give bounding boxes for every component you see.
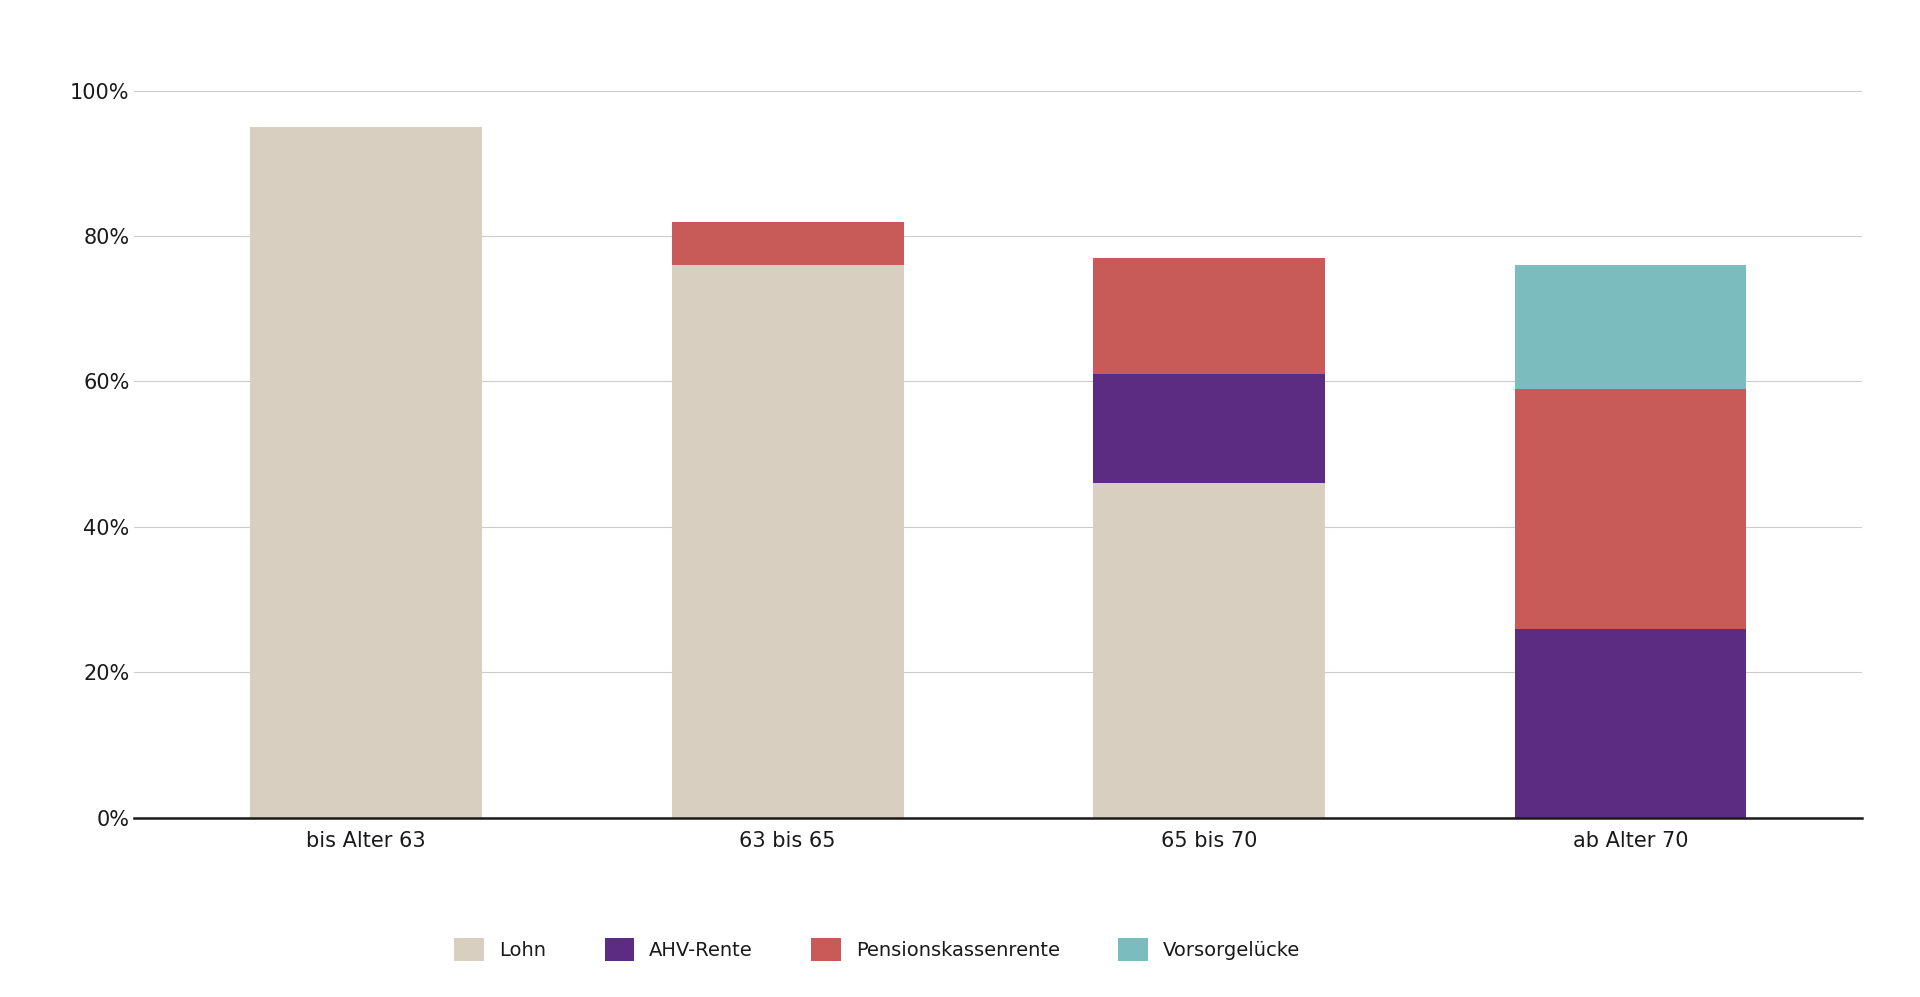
- Bar: [1092, 484, 1325, 818]
- Bar: [1515, 265, 1747, 389]
- Bar: [1092, 258, 1325, 374]
- Bar: [250, 127, 482, 818]
- Bar: [672, 221, 904, 265]
- Bar: [672, 265, 904, 818]
- Legend: Lohn, AHV-Rente, Pensionskassenrente, Vorsorgelücke: Lohn, AHV-Rente, Pensionskassenrente, Vo…: [445, 928, 1309, 970]
- Bar: [1515, 628, 1747, 818]
- Bar: [1092, 374, 1325, 484]
- Bar: [1515, 389, 1747, 628]
